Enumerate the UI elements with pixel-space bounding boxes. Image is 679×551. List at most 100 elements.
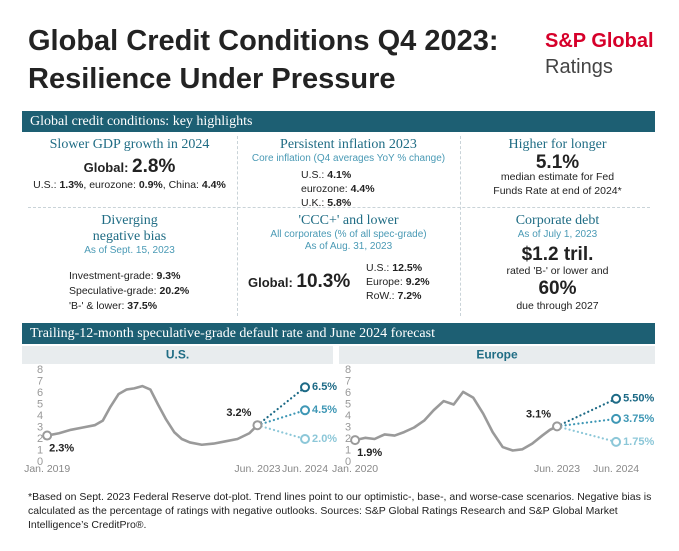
panel-band: [339, 346, 655, 364]
data-label: 1.9%: [357, 447, 382, 459]
series-line: [555, 425, 618, 443]
y-tick-label: 2: [345, 433, 351, 445]
headline: $1.2 tril.: [521, 244, 594, 265]
data-label: 5.50%: [623, 393, 654, 405]
series-line: [353, 390, 559, 452]
cell-title: Persistent inflation 2023: [280, 137, 417, 152]
label: U.S.:: [301, 169, 328, 181]
highlight-cell: 'CCC+' and lower All corporates (% of al…: [237, 213, 460, 253]
y-tick-label: 5: [345, 398, 351, 410]
value: 20.2%: [159, 285, 190, 297]
headline: 5.1%: [535, 152, 580, 173]
label: U.K.:: [301, 197, 328, 209]
data-label: 2.0%: [312, 433, 337, 445]
y-tick-label: 1: [345, 444, 351, 456]
cell-subtitle: As of July 1, 2023: [517, 229, 598, 240]
detail: RoW.: 7.2%: [366, 289, 430, 303]
label: Global:: [248, 275, 297, 290]
y-tick-label: 8: [345, 364, 351, 376]
detail-list: Investment-grade: 9.3% Speculative-grade…: [69, 269, 237, 314]
note: median estimate for Fed Funds Rate at en…: [493, 171, 622, 197]
value: 5.8%: [327, 197, 352, 209]
highlight-cell: Slower GDP growth in 2024 Global: 2.8% U…: [22, 137, 237, 193]
panel-band: [22, 346, 333, 364]
detail: 'B-' & lower: 37.5%: [69, 299, 237, 314]
x-tick-label: Jan. 2020: [332, 463, 378, 475]
detail-list: U.S.: 12.5% Europe: 9.2% RoW.: 7.2%: [366, 261, 430, 303]
point-marker: [611, 436, 622, 447]
series-line: [45, 384, 259, 447]
point-marker: [350, 435, 361, 446]
value: 37.5%: [127, 300, 158, 312]
y-tick-label: 3: [345, 421, 351, 433]
series-line: [555, 417, 618, 428]
value: 1.3%: [59, 179, 84, 191]
cell-title: Corporate debt: [515, 213, 600, 228]
highlight-cell: Persistent inflation 2023 Core inflation…: [237, 137, 460, 210]
series-line: [256, 409, 307, 427]
point-marker: [300, 405, 311, 416]
data-label: 1.75%: [623, 436, 654, 448]
highlight-cell: Corporate debt As of July 1, 2023 $1.2 t…: [460, 213, 655, 313]
headline: Global: 2.8%: [22, 156, 237, 177]
cell-title: Higher for longer: [508, 137, 607, 152]
y-tick-label: 2: [37, 433, 43, 445]
detail: Speculative-grade: 20.2%: [69, 284, 237, 299]
label: , China:: [162, 179, 202, 191]
point-marker: [611, 413, 622, 424]
value: 4.4%: [201, 179, 226, 191]
series-line: [256, 386, 307, 427]
data-label: 6.5%: [312, 381, 337, 393]
y-tick-label: 3: [37, 421, 43, 433]
detail-list: U.S.: 4.1% eurozone: 4.4% U.K.: 5.8%: [301, 168, 460, 210]
value: 2.8%: [132, 156, 176, 177]
cell-title: Diverging negative bias: [92, 213, 167, 244]
cell-subtitle: As of Sept. 15, 2023: [84, 245, 175, 256]
data-label: 3.1%: [526, 408, 551, 420]
cell-title: 'CCC+' and lower: [298, 213, 399, 228]
x-tick-label: Jun. 2024: [593, 463, 639, 475]
x-tick-label: Jun. 2024: [282, 463, 328, 475]
logo: S&P Global: [545, 30, 654, 52]
point-marker: [611, 393, 622, 404]
point-marker: [552, 421, 563, 432]
y-tick-label: 5: [37, 398, 43, 410]
data-label: 3.2%: [226, 407, 251, 419]
x-tick-label: Jan. 2019: [24, 463, 70, 475]
cell-subtitle: All corporates (% of all spec-grade): [270, 229, 427, 240]
panel-title: Europe: [476, 348, 518, 362]
y-tick-label: 7: [345, 375, 351, 387]
detail: U.S.: 1.3%, eurozone: 0.9%, China: 4.4%: [22, 178, 237, 193]
label: RoW.:: [366, 290, 398, 302]
logo: Ratings: [545, 56, 613, 78]
data-label: 4.5%: [312, 404, 337, 416]
value: 10.3%: [296, 271, 351, 292]
value: 4.4%: [350, 183, 375, 195]
title-line: Global Credit Conditions Q4 2023:: [28, 25, 499, 57]
detail: U.S.: 4.1%: [301, 168, 460, 182]
y-tick-label: 0: [37, 456, 43, 468]
divider: [237, 136, 238, 316]
label: Investment-grade:: [69, 270, 157, 282]
point-marker: [300, 434, 311, 444]
y-tick-label: 6: [345, 387, 351, 399]
label: Speculative-grade:: [69, 285, 160, 297]
divider: [28, 207, 650, 208]
divider: [460, 136, 461, 316]
note: rated 'B-' or lower and: [506, 265, 609, 277]
value: 0.9%: [138, 179, 163, 191]
detail: U.S.: 12.5%: [366, 261, 430, 275]
data-label: 2.3%: [49, 442, 74, 454]
section-heading: Global credit conditions: key highlights: [22, 111, 655, 132]
panel-title: U.S.: [166, 348, 189, 362]
note: due through 2027: [516, 300, 599, 312]
y-tick-label: 4: [345, 410, 351, 422]
y-tick-label: 7: [37, 375, 43, 387]
y-tick-label: 6: [37, 387, 43, 399]
cell-subtitle: Core inflation (Q4 averages YoY % change…: [251, 153, 446, 164]
label: , eurozone:: [83, 179, 139, 191]
detail: U.K.: 5.8%: [301, 196, 460, 210]
detail: Europe: 9.2%: [366, 275, 430, 289]
